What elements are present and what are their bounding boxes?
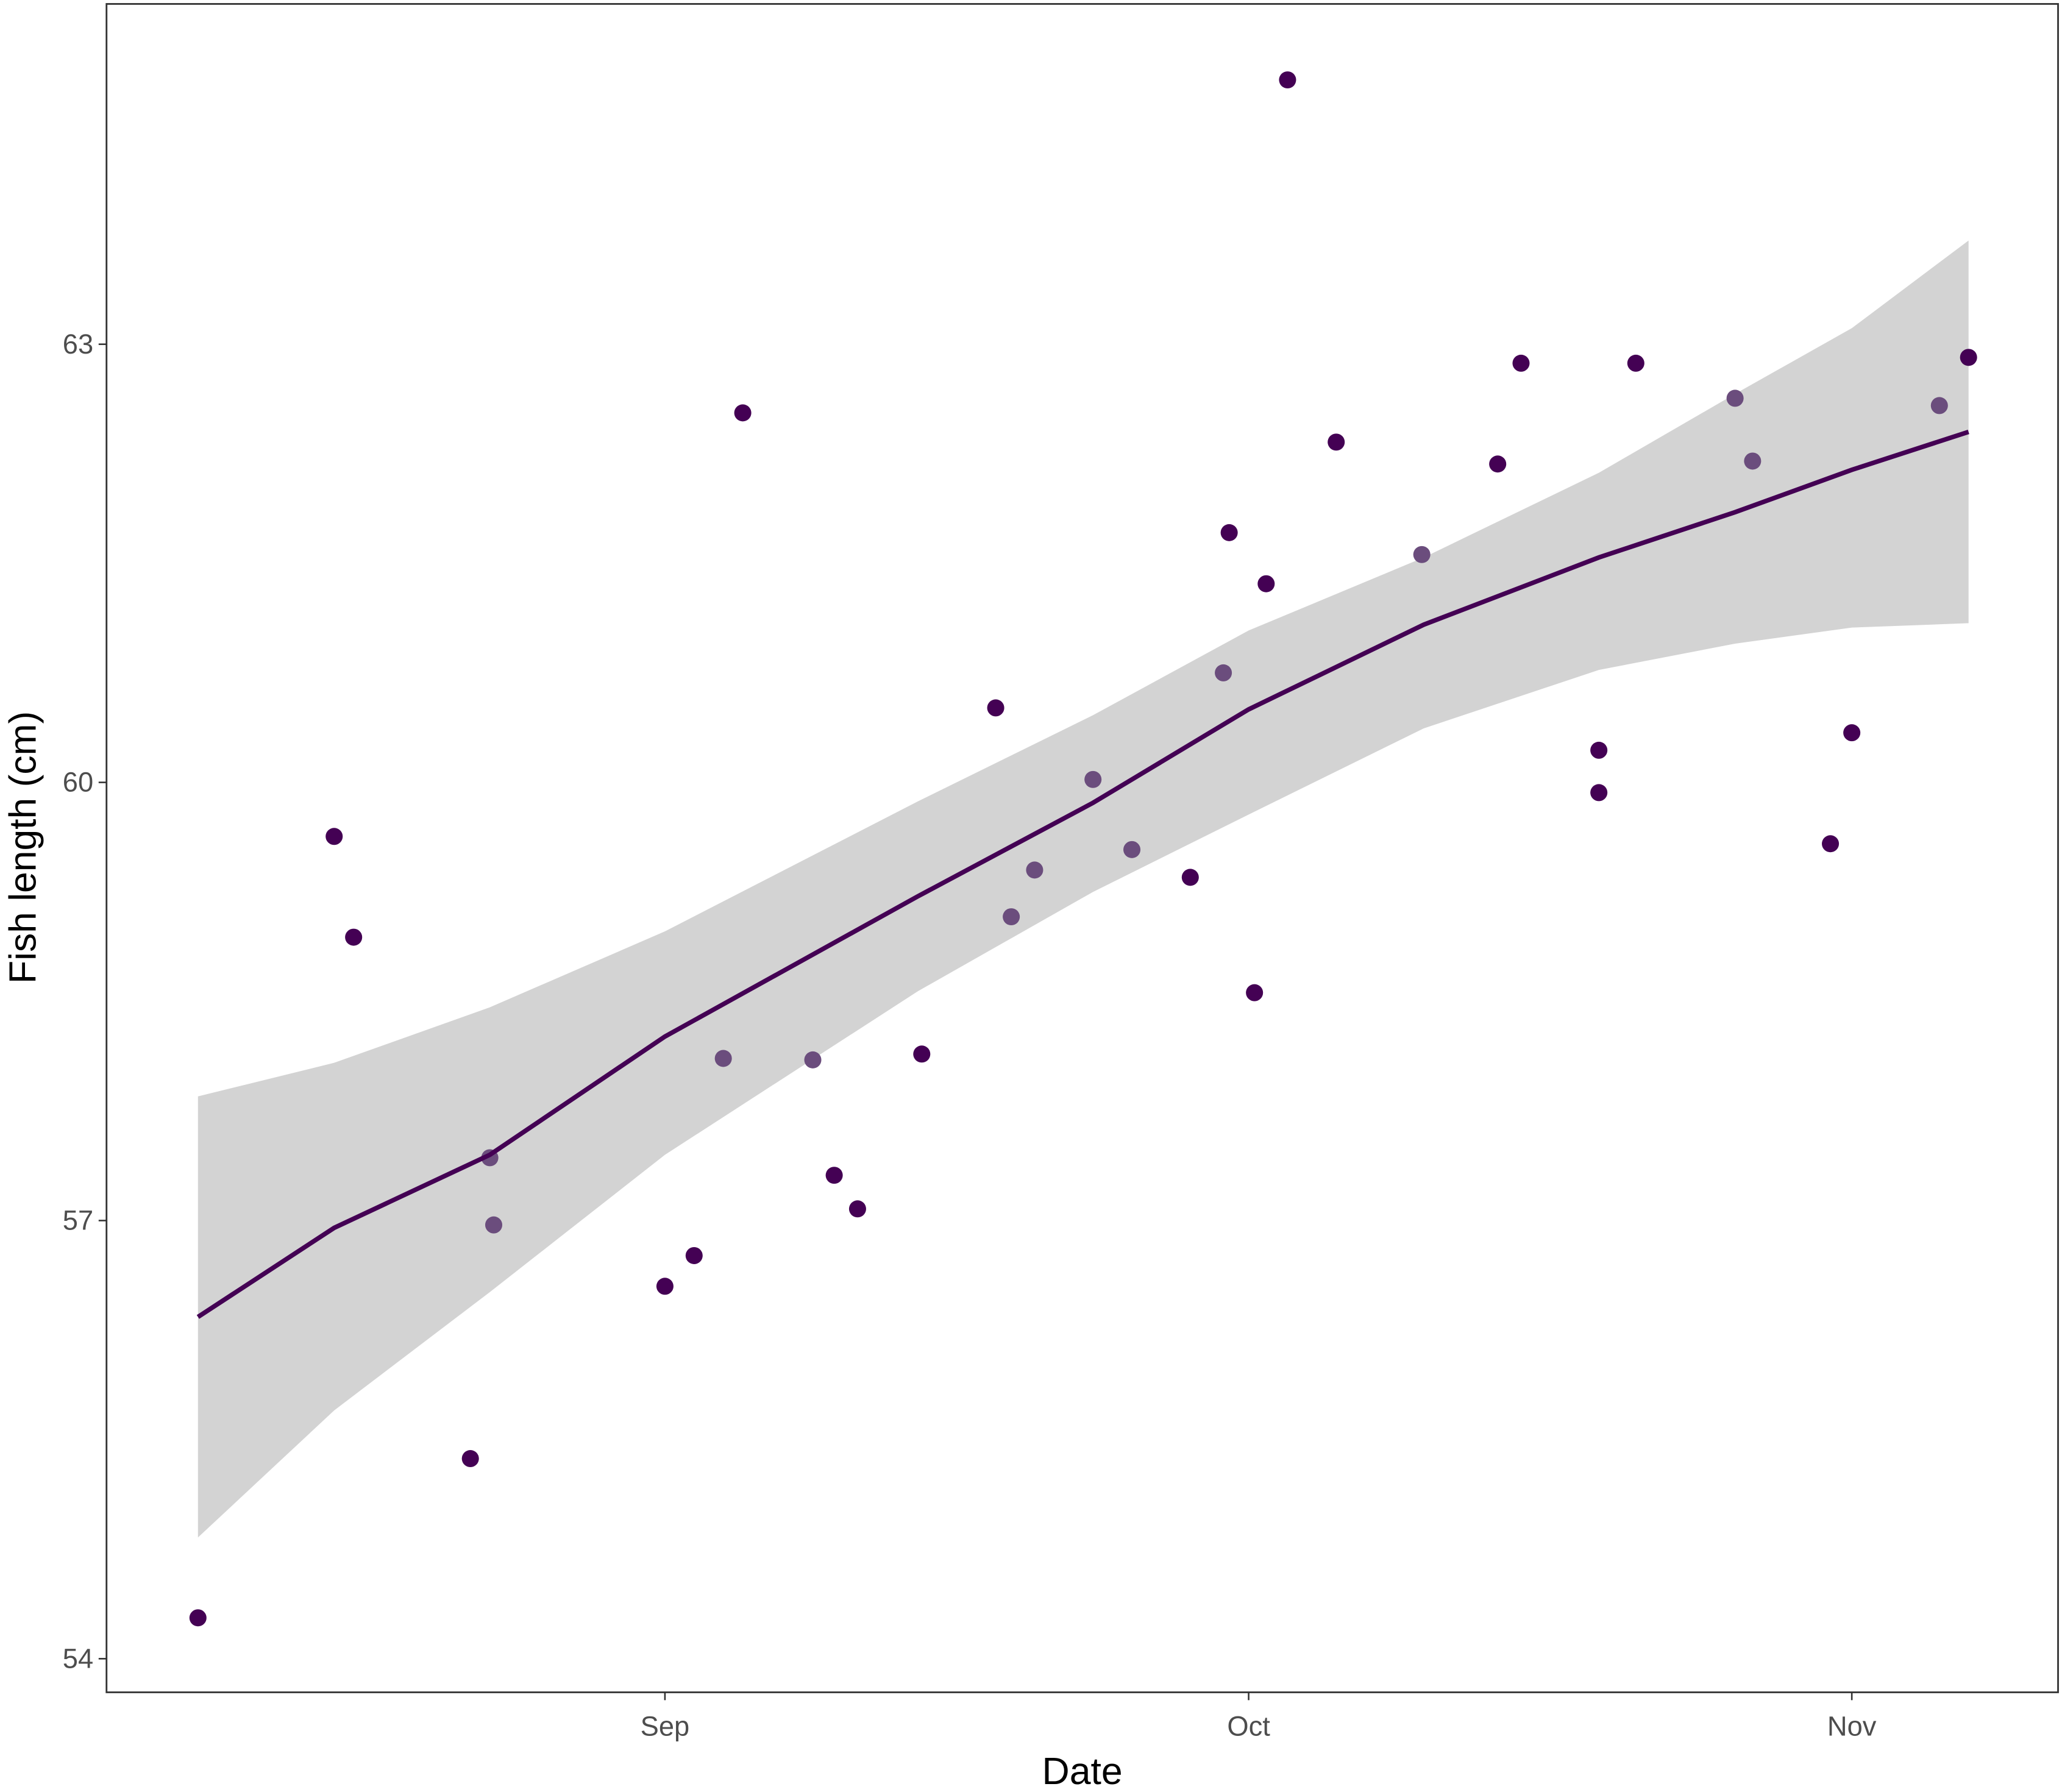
point	[461, 1450, 479, 1468]
point	[1246, 984, 1264, 1001]
point	[1744, 452, 1762, 470]
point	[1590, 741, 1608, 759]
point	[1413, 546, 1431, 563]
point	[1843, 724, 1861, 742]
point	[1215, 664, 1232, 681]
x-tick-label: Nov	[1827, 1711, 1877, 1742]
point	[685, 1246, 703, 1264]
x-tick-label: Sep	[641, 1711, 690, 1742]
point	[825, 1167, 843, 1184]
point	[1084, 770, 1102, 788]
point	[656, 1278, 674, 1295]
point	[1822, 835, 1840, 853]
point	[189, 1609, 207, 1627]
point	[848, 1200, 866, 1218]
point	[485, 1216, 503, 1234]
point	[1512, 354, 1530, 372]
y-tick-label: 63	[63, 329, 93, 360]
panel-border	[105, 3, 2059, 1693]
point	[325, 828, 343, 845]
point	[1123, 841, 1141, 858]
confidence-band	[197, 240, 1969, 1538]
y-tick-label: 54	[63, 1643, 93, 1674]
x-tick-label: Oct	[1227, 1711, 1270, 1742]
point	[714, 1050, 732, 1067]
point	[1726, 389, 1744, 407]
y-tick-label: 60	[63, 767, 93, 798]
point	[1279, 71, 1296, 89]
point	[1181, 869, 1199, 886]
point	[1960, 349, 1977, 366]
point	[345, 928, 363, 946]
point	[1489, 455, 1507, 473]
point	[1328, 433, 1345, 451]
x-axis-title: Date	[1042, 1750, 1123, 1792]
point	[913, 1045, 931, 1063]
point	[1257, 575, 1275, 592]
point	[1026, 861, 1043, 879]
trend-line	[196, 429, 1969, 1319]
point	[1930, 397, 1948, 414]
y-tick-label: 57	[63, 1205, 93, 1236]
point	[1220, 524, 1238, 541]
point	[987, 699, 1004, 717]
point	[734, 404, 752, 422]
y-axis-title: Fish length (cm)	[1, 711, 44, 984]
point	[804, 1051, 822, 1068]
point	[1627, 354, 1644, 372]
point	[1003, 908, 1020, 926]
point	[1590, 784, 1608, 802]
